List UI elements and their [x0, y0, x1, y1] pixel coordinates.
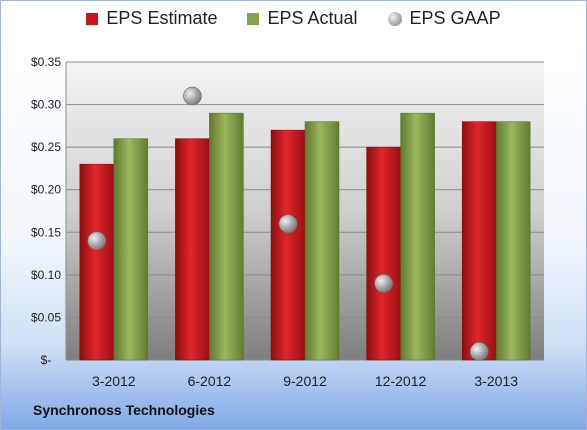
y-tick-label: $0.15 — [31, 225, 61, 239]
bar-eps-actual — [304, 121, 340, 361]
legend-label-gaap: EPS GAAP — [409, 8, 501, 28]
y-axis: $- $0.05 $0.10 $0.15 $0.20 $0.25 $0.30 $0.35 — [31, 55, 67, 367]
y-tick-label: $- — [41, 353, 52, 367]
legend-item-actual: EPS Actual — [247, 8, 358, 29]
bar-eps-actual — [400, 112, 435, 361]
bar-eps-estimate — [270, 129, 306, 361]
gaap-markers — [87, 86, 489, 361]
legend-label-estimate: EPS Estimate — [106, 8, 218, 28]
bar-eps-actual — [113, 138, 149, 361]
legend-item-gaap: EPS GAAP — [387, 8, 501, 29]
bar-eps-estimate — [461, 121, 497, 361]
bar-eps-estimate — [79, 163, 115, 361]
y-tick-label: $0.25 — [31, 140, 61, 154]
y-tick-label: $0.20 — [31, 183, 61, 197]
x-tick-label: 6-2012 — [188, 373, 232, 389]
y-tick-label: $0.35 — [31, 55, 61, 69]
x-tick-label: 3-2013 — [474, 373, 518, 389]
y-tick-label: $0.30 — [31, 98, 61, 112]
marker-eps-gaap — [374, 274, 393, 293]
legend-label-actual: EPS Actual — [267, 8, 358, 28]
legend-swatch-estimate — [86, 12, 99, 25]
marker-eps-gaap — [183, 86, 202, 106]
x-tick-label: 9-2012 — [283, 373, 327, 389]
bar-eps-estimate — [175, 138, 210, 361]
legend-item-estimate: EPS Estimate — [86, 8, 217, 29]
legend-swatch-gaap — [387, 11, 402, 26]
x-tick-label: 3-2012 — [92, 373, 136, 389]
y-tick-label: $0.10 — [31, 268, 61, 282]
bar-eps-actual — [495, 121, 531, 361]
bar-eps-estimate — [366, 146, 401, 361]
marker-eps-gaap — [87, 231, 107, 251]
company-name: Synchronoss Technologies — [33, 402, 215, 418]
x-tick-label: 12-2012 — [375, 373, 427, 389]
chart-legend: EPS Estimate EPS Actual EPS GAAP — [0, 8, 587, 29]
marker-eps-gaap — [278, 214, 298, 234]
y-tick-label: $0.05 — [31, 310, 61, 324]
bar-eps-actual — [209, 112, 244, 361]
marker-eps-gaap — [469, 342, 489, 361]
bars — [79, 112, 531, 361]
legend-swatch-actual — [247, 12, 260, 25]
x-axis-labels: 3-2012 6-2012 9-2012 12-2012 3-2013 — [92, 373, 518, 389]
